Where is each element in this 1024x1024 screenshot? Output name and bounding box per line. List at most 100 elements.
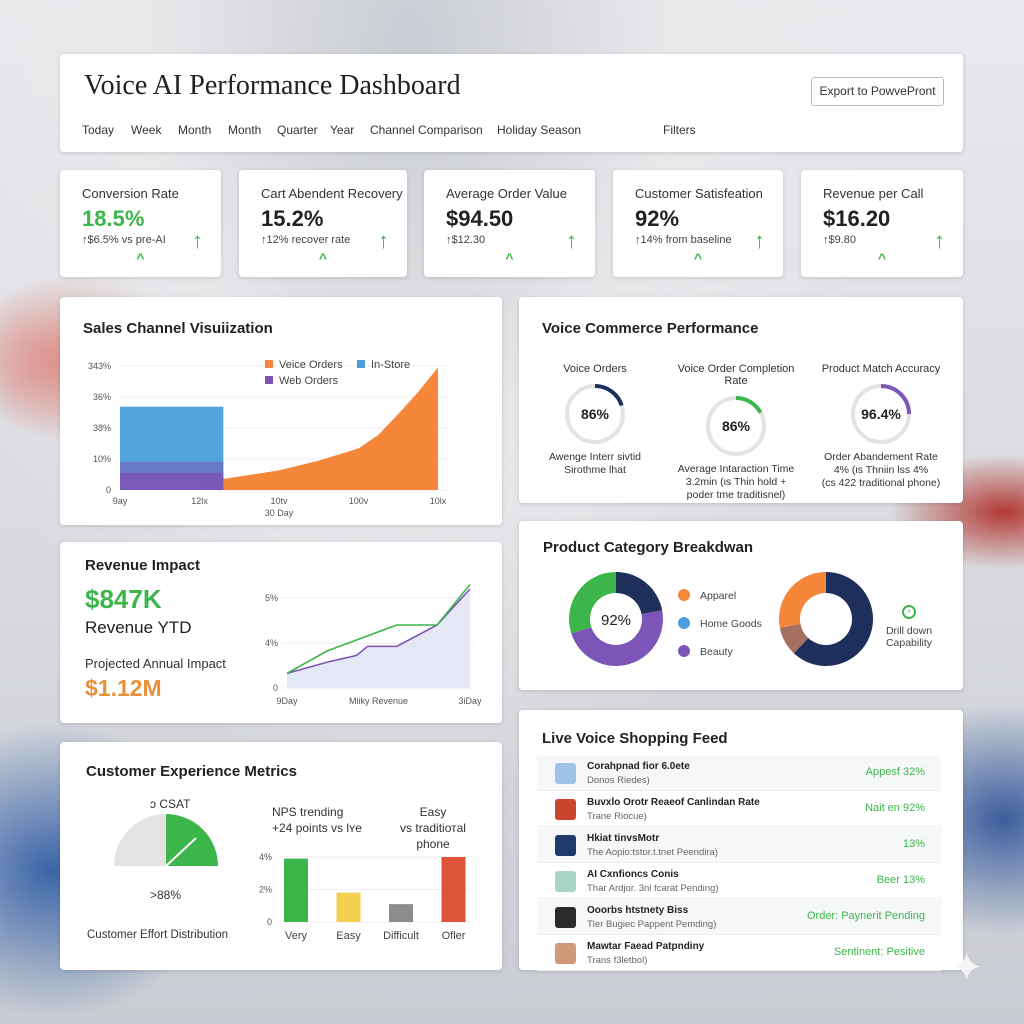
chevron-up-icon[interactable]: ^ bbox=[693, 250, 703, 266]
projected-label: Projected Annual Impact bbox=[85, 656, 226, 671]
legend-label: Web Orders bbox=[279, 375, 339, 387]
arrow-up-icon: ↑ bbox=[754, 228, 765, 253]
legend-dot bbox=[678, 589, 690, 601]
avatar bbox=[555, 871, 576, 892]
chevron-up-icon[interactable]: ^ bbox=[505, 250, 514, 266]
feed-title: Mawtar Fa​ead Patpndiny bbox=[587, 941, 705, 952]
feed-row[interactable]: Buvxlo Orotr Reaeof Canlindan Rate Trane… bbox=[537, 792, 941, 827]
y-tick-label: 0 bbox=[267, 917, 272, 927]
voice-orders-area bbox=[120, 367, 438, 490]
tab-month-2[interactable]: Month bbox=[228, 123, 262, 137]
kpi-delta: ↑$12.30 bbox=[446, 234, 486, 246]
caption-line: 3.2min (ιs Thin hold + bbox=[685, 476, 787, 488]
kpi-card[interactable]: Customer Satisfeation 92% ↑14% from base… bbox=[613, 170, 783, 277]
cx-charts: 0 2% 4% Very Easy Difficult Ofler bbox=[114, 814, 470, 942]
tab-year[interactable]: Year bbox=[330, 123, 355, 137]
web-orders-bar bbox=[120, 472, 224, 490]
kpi-card[interactable]: Average Order Value $94.50 ↑$12.30 ↑ ^ bbox=[424, 170, 595, 277]
x-tick-label: 12lx bbox=[191, 496, 208, 506]
y-tick-label: 10% bbox=[93, 454, 111, 464]
y-tick-label: 38% bbox=[93, 423, 111, 433]
ring-chart: 96.4% bbox=[851, 384, 911, 444]
ring-value: 96.4% bbox=[861, 406, 901, 422]
product-category-card: Product Category Breakdwan 92% Apparel Hom… bbox=[519, 521, 963, 690]
x-tick-label: 9ay bbox=[113, 496, 128, 506]
legend-label: In-Store bbox=[371, 359, 410, 371]
kpi-value: $94.50 bbox=[446, 206, 514, 231]
donut-slice bbox=[779, 572, 826, 628]
avatar bbox=[555, 799, 576, 820]
x-tick-label: Ofler bbox=[442, 930, 466, 942]
x-tick-label: 3iDay bbox=[458, 696, 482, 706]
feed-status: Sentinent: Pesitive bbox=[833, 946, 925, 958]
x-tick-label: Difficult bbox=[383, 930, 419, 942]
tab-quarter[interactable]: Quarter bbox=[277, 123, 318, 137]
live-feed-title: Live Voice Shopping Feed bbox=[542, 730, 728, 747]
tab-month[interactable]: Month bbox=[178, 123, 212, 137]
arrow-up-icon: ↑ bbox=[378, 228, 389, 253]
nps-label: NPS trending +24 points vs lʏe bbox=[272, 804, 362, 836]
feed-title: Corahpnad fior 6.0ete bbox=[587, 761, 690, 772]
x-tick-label: Easy bbox=[336, 930, 361, 942]
kpi-card[interactable]: Cart Abendent Recovery 15.2% ↑12% recove… bbox=[239, 170, 407, 277]
y-tick-label: 5% bbox=[265, 593, 278, 603]
effort-bar bbox=[441, 857, 466, 922]
legend-label: Home Goods bbox=[700, 618, 762, 630]
arrow-up-icon: ↑ bbox=[192, 228, 203, 253]
feed-row[interactable]: Corahpnad fior 6.0ete Donos Riedes) Appe… bbox=[537, 756, 941, 791]
feed-subtitle: Thar Ardjor. 3nl fcarat Pending) bbox=[587, 883, 719, 894]
ring-chart: 86% bbox=[565, 384, 625, 444]
feed-status: Appesf 32% bbox=[865, 766, 925, 778]
tab-holiday-season[interactable]: Holiday Season bbox=[497, 123, 582, 137]
kpi-delta: ↑12% recover rate bbox=[261, 234, 351, 246]
feed-status: Order: Paynerit Pending bbox=[806, 910, 925, 922]
ring-caption: Order Abandement Rate 4% (ιs Thniin lss 4… bbox=[811, 451, 951, 490]
kpi-card[interactable]: Conversion Rate 18.5% ↑$6.5% vs pre-AI ↑… bbox=[60, 170, 221, 277]
kpi-label: Cart Abendent Recovery bbox=[261, 186, 403, 201]
revenue-ytd-label: Revenue YTD bbox=[85, 618, 192, 637]
tab-channel-comparison[interactable]: Channel Comparison bbox=[370, 123, 483, 137]
feed-subtitle: Trans f3letbol) bbox=[587, 955, 648, 966]
legend-swatch bbox=[265, 376, 273, 384]
gauge-track bbox=[114, 814, 166, 866]
donut-slice bbox=[571, 610, 663, 666]
customer-experience-card: Customer Experience Metrics ↄ CSAT >88% … bbox=[60, 742, 502, 970]
feed-row[interactable]: Hkiat tinvsMotr The Aopio:tstor.t.tnet P… bbox=[537, 828, 941, 863]
feed-status: Beer 13% bbox=[876, 874, 925, 886]
legend-dot bbox=[678, 645, 690, 657]
effort-label: Customer Effort Distribution bbox=[87, 929, 229, 941]
y-tick-label: 4% bbox=[265, 638, 278, 648]
chevron-up-icon[interactable]: ^ bbox=[136, 250, 145, 266]
kpi-card[interactable]: Revenue per Call $16.20 ↑$9.80 ↑ ^ bbox=[801, 170, 963, 277]
feed-row[interactable]: AI Cxnfioncs Conis Thar Ardjor. 3nl fcar… bbox=[537, 864, 941, 899]
ring-value: 86% bbox=[722, 418, 751, 434]
revenue-impact-title: Revenue Impact bbox=[85, 557, 201, 574]
ring-label: Product Match Accuracy bbox=[821, 363, 941, 375]
revenue-ytd-value: $847K bbox=[85, 584, 162, 614]
legend-label: Apparel bbox=[700, 590, 736, 602]
ring-gauge: Voice Orders 86% Awenge Interr sivtid Sir… bbox=[525, 363, 665, 477]
ring-chart: 86% bbox=[706, 396, 766, 456]
tab-week[interactable]: Week bbox=[131, 123, 162, 137]
drill-down-button[interactable]: ꝰ Drill down Capability bbox=[879, 605, 939, 649]
sparkle-icon: ✦ bbox=[950, 946, 984, 990]
user-circle-icon: ꝰ bbox=[902, 605, 916, 619]
feed-status: Nait en 92% bbox=[865, 802, 925, 814]
voice-commerce-card: Voice Commerce Performance Voice Orders … bbox=[519, 297, 963, 503]
kpi-value: 15.2% bbox=[261, 206, 324, 231]
feed-row[interactable]: Mawtar Fa​ead Patpndiny Trans f3letbol) … bbox=[537, 936, 941, 971]
feed-row[interactable]: Ooorbs htstnety Biss Tler Bugiec Pappent… bbox=[537, 900, 941, 935]
chevron-up-icon[interactable]: ^ bbox=[318, 250, 328, 266]
export-button[interactable]: Export to PowvePront bbox=[811, 77, 944, 106]
kpi-label: Average Order Value bbox=[446, 186, 567, 201]
csat-value: >88% bbox=[150, 888, 182, 902]
tab-today[interactable]: Today bbox=[82, 123, 115, 137]
y-tick-label: 2% bbox=[259, 885, 272, 895]
x-tick-label: Miiky Revenue bbox=[349, 696, 408, 706]
category-donuts: 92% Apparel Home Goods Beauty bbox=[569, 572, 873, 666]
ring-caption: Awenge Interr sivtid Sirothme lhat bbox=[525, 451, 665, 477]
ring-gauge: Product Match Accuracy 96.4% Order Aband… bbox=[811, 363, 951, 490]
chevron-up-icon[interactable]: ^ bbox=[877, 250, 887, 266]
filters-button[interactable]: Filters bbox=[663, 123, 696, 137]
kpi-value: 92% bbox=[635, 206, 680, 231]
